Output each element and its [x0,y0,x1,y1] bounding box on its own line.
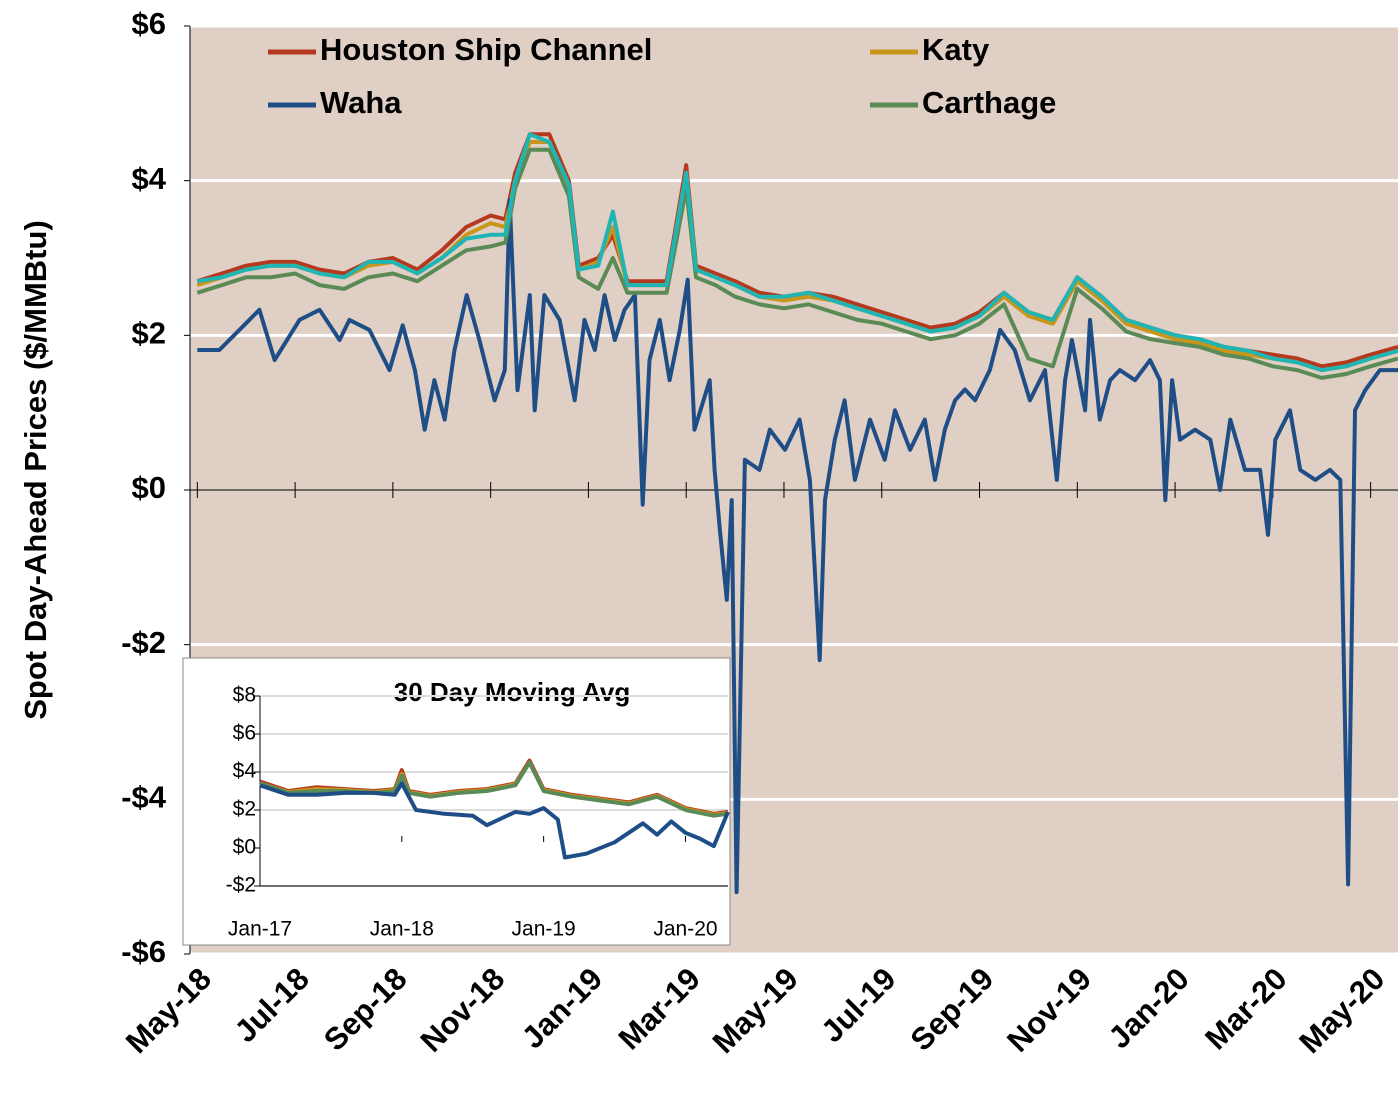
x-tick-label: Jan-19 [515,961,609,1055]
series-line [197,198,1398,895]
y-tick-label: $6 [132,6,166,41]
y-tick-label: $0 [132,470,166,505]
y-tick-label: -$2 [121,625,166,660]
x-tick-label: Sep-19 [904,961,1001,1058]
x-tick-label: May-20 [1292,961,1391,1060]
y-tick-label: $2 [132,316,166,351]
series-line [196,147,1398,380]
y-tick-label: $0 [233,836,256,859]
x-tick-label: Jul-19 [814,961,902,1049]
x-tick-label: Jul-18 [228,961,316,1049]
y-tick-label: -$6 [121,934,166,969]
inset-title: 30 Day Moving Avg [394,677,630,707]
y-tick-label: $4 [233,760,257,783]
x-tick-label: Mar-19 [612,961,707,1056]
legend-label: Houston Ship Channel [320,32,652,67]
x-tick-label: Jan-20 [653,918,717,941]
x-tick-label: Jan-18 [370,918,434,941]
legend-label: Katy [922,32,990,67]
x-tick-label: Jan-19 [512,918,576,941]
y-tick-label: $2 [233,798,256,821]
x-tick-label: Sep-18 [317,961,414,1058]
x-tick-label: Jan-17 [228,918,292,941]
y-tick-label: -$4 [121,780,167,815]
y-axis-label: Spot Day-Ahead Prices ($/MMBtu) [18,220,53,720]
x-tick-label: Mar-20 [1198,961,1293,1056]
y-tick-label: -$2 [226,874,256,897]
y-tick-label: $4 [132,161,167,196]
series-line [259,781,730,860]
series-line [196,132,1398,373]
x-tick-label: Nov-19 [1000,961,1098,1059]
x-tick-label: Jan-20 [1102,961,1196,1055]
legend-label: Waha [320,85,402,120]
legend-label: Carthage [922,85,1056,120]
x-tick-label: May-18 [119,961,218,1060]
y-tick-label: $6 [233,722,256,745]
x-tick-label: Nov-18 [414,961,512,1059]
x-tick-label: May-19 [706,961,805,1060]
y-tick-label: $8 [233,684,256,707]
